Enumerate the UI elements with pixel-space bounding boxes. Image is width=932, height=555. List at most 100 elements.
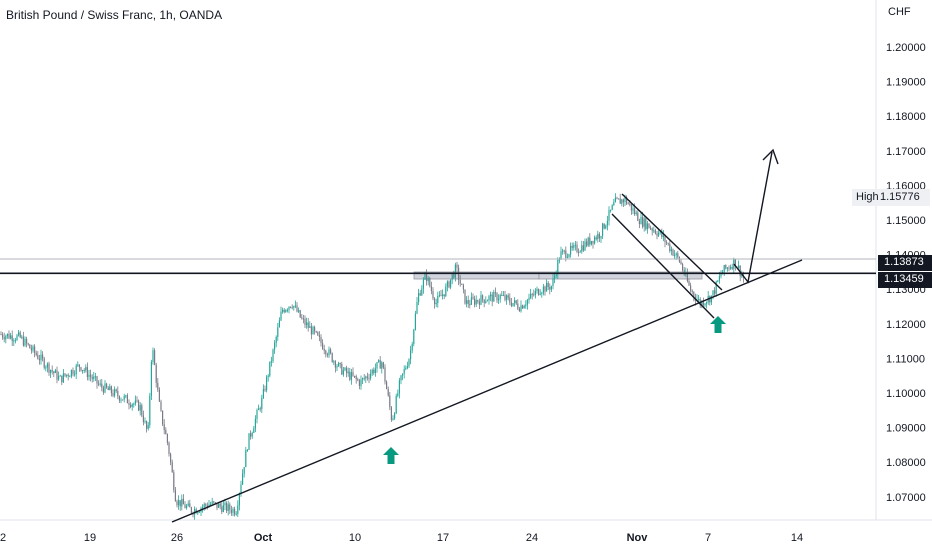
candle-body	[98, 383, 100, 385]
candle-body	[21, 336, 23, 338]
candle-body	[56, 370, 58, 380]
candle-body	[363, 378, 365, 380]
candle-body	[88, 374, 90, 377]
candle-body	[446, 281, 448, 287]
candle-body	[29, 344, 31, 349]
candle-body	[131, 404, 133, 407]
candle-body	[576, 244, 578, 252]
price-tick-label: 1.15000	[886, 215, 926, 227]
candle-body	[445, 286, 447, 297]
candle-body	[738, 265, 740, 268]
candle-body	[515, 300, 517, 304]
candle-body	[122, 399, 124, 401]
candle-body	[459, 280, 461, 284]
candle-body	[216, 502, 218, 508]
price-tick-label: 1.18000	[886, 111, 926, 123]
candle-body	[656, 233, 658, 236]
candle-body	[426, 274, 428, 282]
candle-body	[118, 396, 120, 401]
candle-body	[648, 223, 650, 229]
high-label: High	[856, 191, 879, 203]
candle-body	[474, 298, 476, 305]
candle-body	[13, 340, 15, 342]
candle-body	[32, 346, 34, 351]
candle-body	[466, 300, 468, 304]
candle-body	[598, 233, 600, 239]
candle-body	[483, 299, 485, 303]
candle-body	[258, 408, 260, 411]
candle-body	[170, 453, 172, 463]
candle-body	[80, 367, 82, 371]
candle-body	[710, 295, 712, 303]
candle-body	[51, 370, 53, 372]
candle-body	[682, 264, 684, 271]
candle-body	[595, 237, 597, 240]
candle-body	[517, 303, 519, 309]
candle-body	[616, 197, 618, 199]
candle-body	[566, 256, 568, 258]
candle-body	[590, 240, 592, 245]
candle-body	[690, 285, 692, 291]
candle-body	[630, 204, 632, 211]
candle-body	[584, 241, 586, 251]
candle-body	[50, 370, 52, 373]
candle-body	[624, 197, 626, 203]
candle-body	[467, 300, 469, 305]
candle-body	[499, 294, 501, 299]
candle-body	[350, 372, 352, 380]
candle-body	[202, 506, 204, 509]
channel-upper-line	[621, 193, 723, 291]
time-tick-label: 24	[526, 532, 538, 544]
candle-body	[96, 376, 98, 384]
candle-body	[46, 363, 48, 368]
candle-body	[178, 500, 180, 506]
candle-body	[661, 230, 663, 237]
candle-body	[541, 292, 543, 294]
candle-body	[267, 375, 269, 377]
candle-body	[266, 376, 268, 391]
candle-body	[640, 216, 642, 225]
candle-body	[730, 267, 732, 269]
candle-body	[728, 267, 730, 269]
candle-body	[133, 403, 135, 405]
candle-body	[149, 395, 151, 426]
candle-body	[486, 300, 488, 302]
candle-body	[450, 279, 452, 288]
candle-body	[418, 293, 420, 302]
up-arrow-icon	[383, 447, 399, 464]
currency-label: CHF	[888, 6, 911, 18]
candle-body	[344, 367, 346, 371]
candle-body	[213, 501, 215, 503]
candle-body	[315, 331, 317, 333]
candle-body	[632, 208, 634, 211]
candle-body	[94, 376, 96, 378]
candle-body	[320, 336, 322, 343]
candle-body	[544, 286, 546, 292]
candle-body	[181, 498, 183, 507]
candle-body	[261, 397, 263, 410]
candle-body	[110, 386, 112, 394]
candle-body	[365, 376, 367, 379]
candle-body	[562, 250, 564, 252]
candle-body	[362, 378, 364, 380]
candle-body	[165, 430, 167, 435]
candle-body	[302, 318, 304, 320]
candle-body	[704, 303, 706, 306]
candle-body	[478, 301, 480, 305]
candle-body	[366, 376, 368, 378]
candle-body	[106, 383, 108, 388]
candle-body	[10, 335, 12, 339]
candle-body	[306, 322, 308, 325]
candle-body	[142, 415, 144, 423]
candle-body	[410, 350, 412, 360]
candle-body	[637, 212, 639, 221]
candle-body	[322, 342, 324, 350]
candle-body	[702, 300, 704, 306]
up-arrow-icon	[710, 316, 726, 333]
candle-body	[586, 241, 588, 246]
candle-body	[451, 274, 453, 280]
candle-body	[184, 504, 186, 509]
candle-body	[597, 233, 599, 240]
